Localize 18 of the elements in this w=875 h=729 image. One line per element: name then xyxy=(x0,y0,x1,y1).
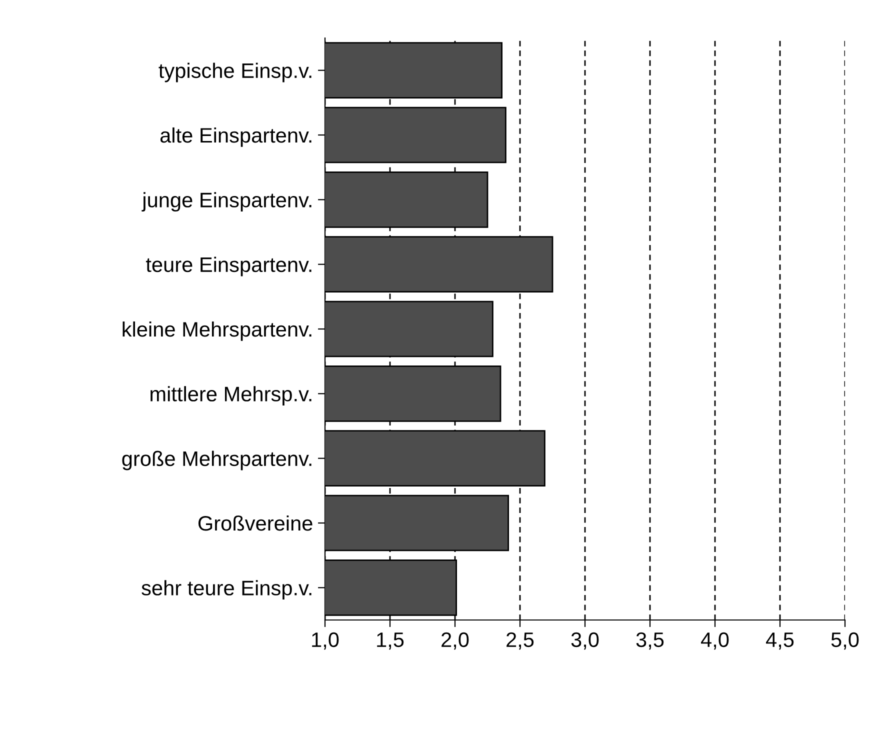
x-tick-label: 3,0 xyxy=(571,632,599,650)
y-tick-label: große Mehrspartenv. xyxy=(122,450,312,470)
x-tick-label: 1,5 xyxy=(377,632,404,650)
y-tick-label: junge Einspartenv. xyxy=(142,192,312,212)
y-tick-label: kleine Mehrspartenv. xyxy=(122,321,312,341)
y-tick-label: Großvereine xyxy=(198,515,312,531)
x-tick-label: 1,0 xyxy=(312,632,339,650)
x-tick-label: 3,5 xyxy=(636,632,664,650)
x-tick-label: 2,0 xyxy=(442,632,469,650)
x-tick-label: 5,0 xyxy=(831,632,859,650)
x-tick-label: 4,0 xyxy=(701,632,729,650)
y-tick-label: sehr teure Einsp.v. xyxy=(142,580,312,600)
y-tick-label: alte Einspartenv. xyxy=(160,127,312,147)
x-tick-label: 2,5 xyxy=(506,632,534,650)
y-tick-label: teure Einspartenv. xyxy=(146,256,312,276)
y-tick-label: mittlere Mehrsp.v. xyxy=(150,386,312,406)
y-tick-label: typische Einsp.v. xyxy=(158,62,312,82)
x-tick-label: 4,5 xyxy=(766,632,794,650)
